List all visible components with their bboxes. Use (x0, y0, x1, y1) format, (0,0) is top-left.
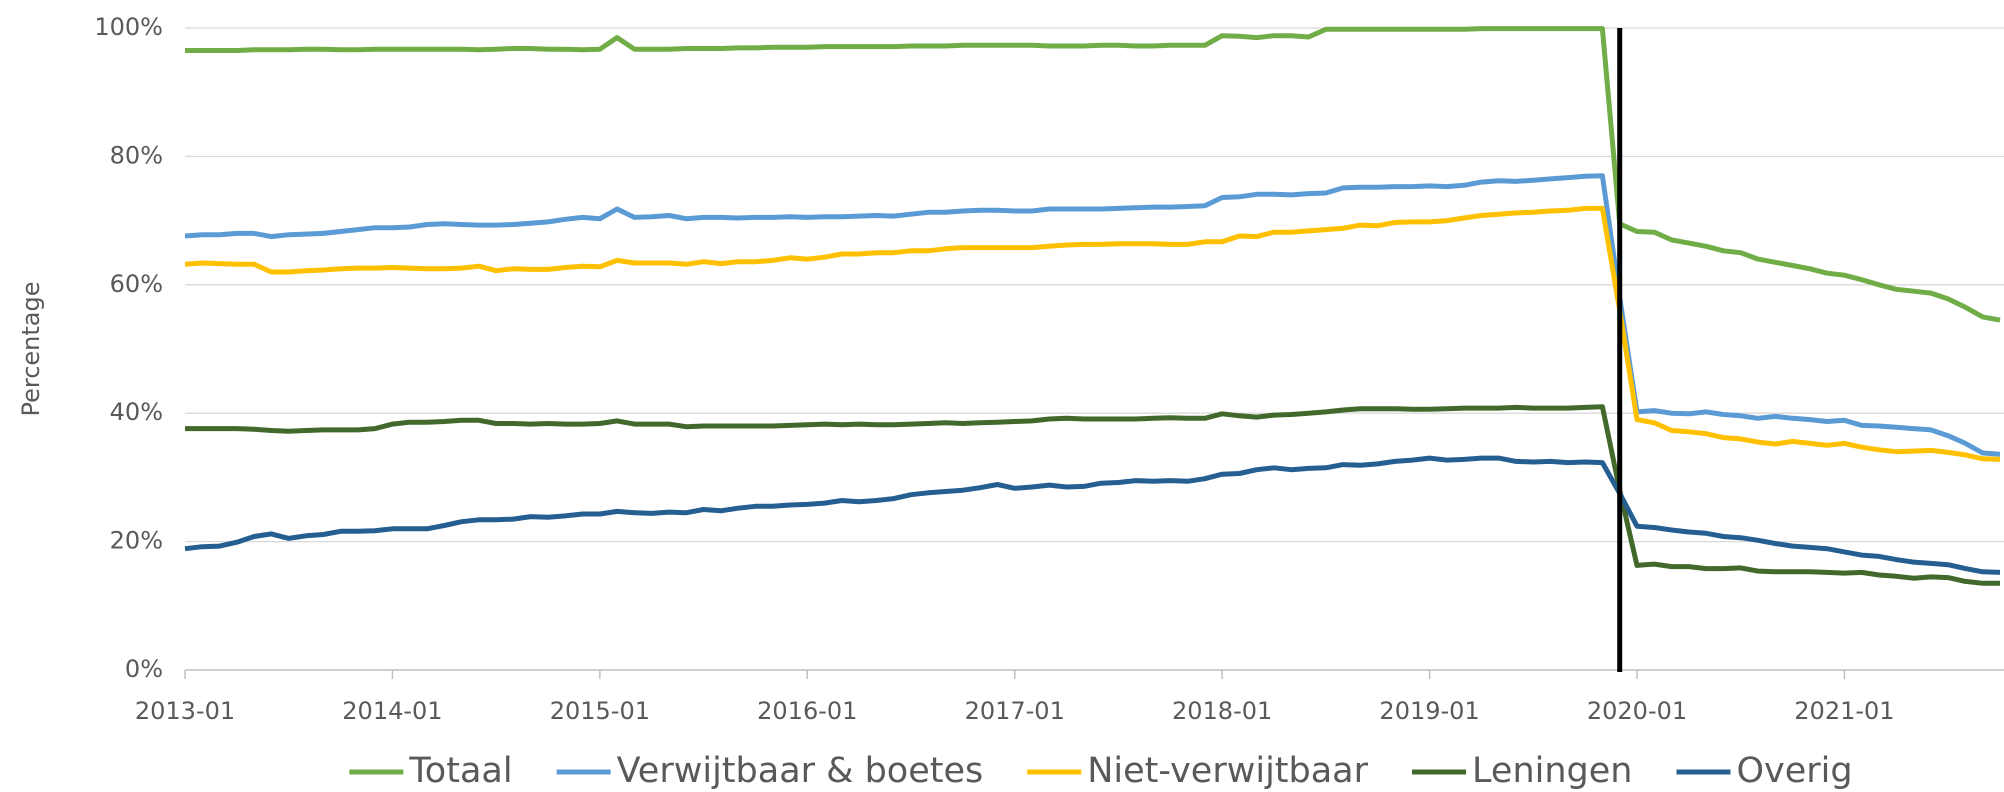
y-tick-label: 0% (125, 655, 163, 683)
series-line (185, 26, 2001, 323)
y-tick-label: 20% (110, 527, 163, 555)
x-tick-label: 2017-01 (965, 697, 1065, 725)
x-tick-label: 2016-01 (757, 697, 857, 725)
legend-label: Overig (1736, 751, 1852, 791)
x-tick-label: 2014-01 (342, 697, 442, 725)
x-tick-label: 2013-01 (135, 697, 235, 725)
x-tick-label: 2020-01 (1587, 697, 1687, 725)
series-line (184, 455, 2001, 575)
y-tick-label: 100% (94, 13, 163, 41)
legend-label: Leningen (1472, 751, 1632, 791)
series-line (184, 173, 2001, 457)
series-line (185, 404, 2000, 586)
legend-label: Verwijtbaar & boetes (617, 751, 984, 791)
legend-label: Niet-verwijtbaar (1087, 751, 1368, 791)
y-tick-label: 80% (110, 141, 163, 169)
y-axis-label: Percentage (17, 281, 45, 416)
x-tick-label: 2021-01 (1794, 697, 1894, 725)
x-tick-label: 2018-01 (1172, 697, 1272, 725)
x-tick-label: 2019-01 (1379, 697, 1479, 725)
legend-label: Totaal (408, 751, 512, 791)
x-tick-label: 2015-01 (550, 697, 650, 725)
y-tick-label: 60% (110, 270, 163, 298)
y-tick-label: 40% (110, 398, 163, 426)
series-line (184, 205, 2001, 462)
